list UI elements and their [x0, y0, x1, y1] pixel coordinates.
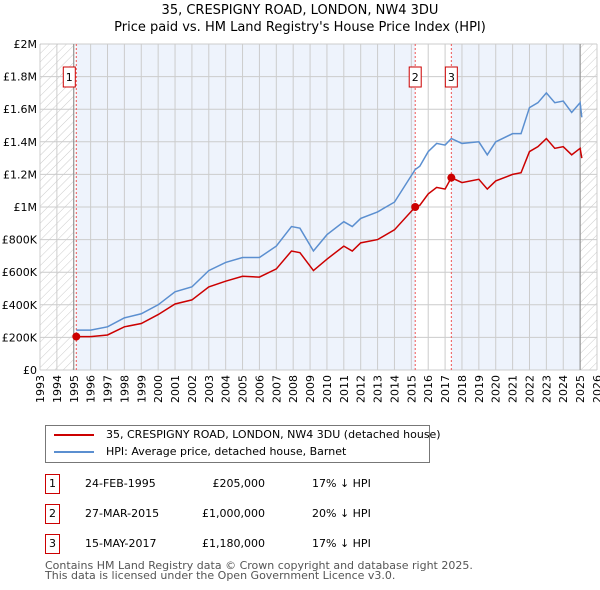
chart-subtitle: Price paid vs. HM Land Registry's House …: [114, 20, 486, 35]
x-tick-label: 2003: [203, 375, 216, 403]
y-tick-label: £2M: [14, 38, 38, 51]
transaction-price: £1,000,000: [202, 507, 265, 520]
y-tick-label: £1M: [14, 201, 38, 214]
x-tick-label: 1995: [68, 375, 81, 403]
x-tick-label: 2013: [372, 375, 385, 403]
y-tick-label: £400K: [2, 299, 38, 312]
sale-point: [411, 203, 420, 211]
transaction-number: 1: [45, 474, 60, 494]
transaction-row: 3 15-MAY-2017 £1,180,000 17% ↓ HPI: [45, 534, 445, 554]
x-tick-label: 2025: [574, 375, 587, 403]
x-tick-label: 2011: [338, 375, 351, 403]
transaction-hpi-diff: 17% ↓ HPI: [312, 537, 371, 550]
footer: Contains HM Land Registry data © Crown c…: [45, 559, 473, 582]
x-tick-label: 2007: [270, 375, 283, 403]
x-tick-label: 1999: [135, 375, 148, 403]
transaction-date: 24-FEB-1995: [85, 477, 156, 490]
x-tick-label: 2018: [456, 375, 469, 403]
y-tick-label: £200K: [2, 331, 38, 344]
chart-title: 35, CRESPIGNY ROAD, LONDON, NW4 3DU: [161, 3, 439, 18]
sale-marker-box: [62, 66, 76, 88]
sale-marker-label: 3: [448, 71, 455, 84]
transaction-number: 3: [45, 534, 60, 554]
sale-point: [447, 173, 456, 182]
legend-item-property: 35, CRESPIGNY ROAD, LONDON, NW4 3DU (det…: [46, 427, 441, 443]
legend: 35, CRESPIGNY ROAD, LONDON, NW4 3DU (det…: [45, 425, 441, 463]
transaction-date: 27-MAR-2015: [85, 507, 160, 520]
x-tick-label: 2005: [237, 375, 250, 403]
x-tick-label: 2012: [355, 375, 368, 403]
x-tick-label: 1996: [85, 375, 98, 403]
x-tick-label: 2019: [473, 375, 486, 403]
x-tick-label: 2020: [490, 375, 503, 403]
hpi-line: [76, 91, 583, 331]
x-tick-label: 2014: [388, 375, 401, 403]
x-tick-label: 2008: [287, 375, 300, 403]
y-tick-label: £1.4M: [3, 136, 37, 149]
transaction-hpi-diff: 17% ↓ HPI: [312, 477, 371, 490]
sale-marker-box: [444, 66, 458, 88]
y-tick-label: £1.2M: [3, 168, 37, 181]
x-tick-label: 2000: [152, 375, 165, 403]
transaction-price: £205,000: [212, 477, 266, 490]
x-tick-label: 2010: [321, 375, 334, 403]
transaction-price: £1,180,000: [202, 537, 265, 550]
price-chart: 1993 1994 1995 1996 1997 1998 1999 2000 2001 2002…: [2, 38, 600, 403]
y-tick-label: £800K: [2, 234, 38, 247]
x-tick-label: 1997: [102, 375, 115, 403]
x-tick-label: 2002: [186, 375, 199, 403]
x-tick-label: 2009: [304, 375, 317, 403]
transaction-row: 1 24-FEB-1995 £205,000 17% ↓ HPI: [45, 474, 445, 494]
legend-item-hpi: HPI: Average price, detached house, Barn…: [46, 444, 429, 460]
y-tick-label: £600K: [2, 266, 38, 279]
sale-marker-box: [408, 66, 422, 88]
sale-marker-label: 1: [66, 71, 73, 84]
transaction-number: 2: [45, 504, 60, 524]
transaction-date: 15-MAY-2017: [85, 537, 157, 550]
x-tick-label: 2026: [591, 375, 600, 403]
x-tick-label: 2021: [507, 375, 520, 403]
transaction-hpi-diff: 20% ↓ HPI: [312, 507, 371, 520]
x-tick-label: 1998: [118, 375, 131, 403]
x-tick-label: 1993: [34, 375, 47, 403]
x-tick-label: 2006: [253, 375, 266, 403]
x-tick-label: 2015: [405, 375, 418, 403]
x-tick-label: 2001: [169, 375, 182, 403]
x-tick-label: 2024: [557, 375, 570, 403]
sale-point: [72, 332, 81, 341]
y-tick-label: £0: [23, 364, 37, 377]
transaction-row: 2 27-MAR-2015 £1,000,000 20% ↓ HPI: [45, 504, 445, 524]
y-tick-label: £1.6M: [3, 103, 37, 116]
sale-marker-label: 2: [412, 71, 419, 84]
x-tick-label: 1994: [51, 375, 64, 403]
y-tick-label: £1.8M: [3, 71, 37, 84]
x-tick-label: 2023: [540, 375, 553, 403]
x-tick-label: 2022: [523, 375, 536, 403]
x-tick-label: 2017: [439, 375, 452, 403]
x-tick-label: 2004: [220, 375, 233, 403]
x-tick-label: 2016: [422, 375, 435, 403]
property-price-line: [76, 137, 583, 338]
